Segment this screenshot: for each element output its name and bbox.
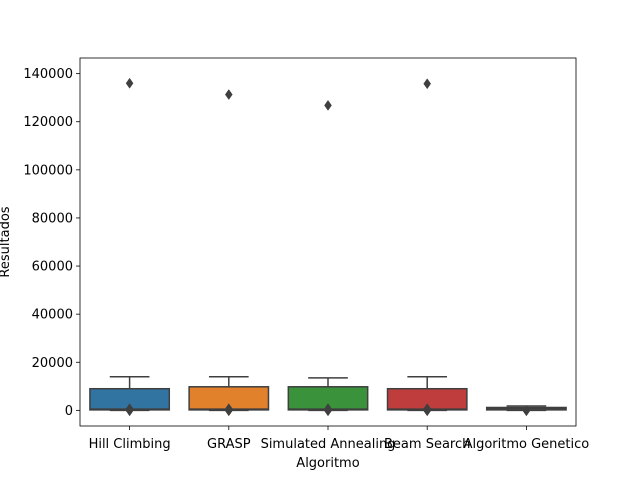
outlier-point [324,405,332,417]
outlier-point [324,99,332,111]
outlier-point [125,77,134,89]
x-tick-label: Hill Climbing [89,437,171,452]
x-tick-label: Algoritmo Genetico [464,437,590,452]
y-tick-label: 40000 [32,308,73,323]
outlier-point [125,405,134,417]
x-tick-label: GRASP [207,437,251,452]
outlier-point [224,89,233,100]
x-axis-label: Algoritmo [296,456,359,471]
y-axis-label: Resultados [0,206,13,277]
outlier-point [224,405,233,417]
y-tick-label: 20000 [32,356,73,371]
y-axis: 0 20000 40000 60000 80000 100000 120000 140000 [23,67,80,419]
y-tick-label: 140000 [23,67,73,82]
y-tick-label: 60000 [32,260,73,275]
x-tick-label: Simulated Annealing [261,437,396,452]
x-axis: Hill Climbing GRASP Simulated AnnealingBea… [89,426,590,452]
boxes-layer [89,77,567,417]
y-tick-label: 0 [65,404,73,419]
y-tick-label: 120000 [23,115,73,130]
outlier-point [423,78,432,90]
plot-area-frame [79,57,577,427]
x-tick-label: Beam Search [384,437,470,452]
y-tick-label: 100000 [23,163,73,178]
outlier-point [522,405,531,417]
y-tick-label: 80000 [32,211,73,226]
outlier-point [423,405,432,417]
